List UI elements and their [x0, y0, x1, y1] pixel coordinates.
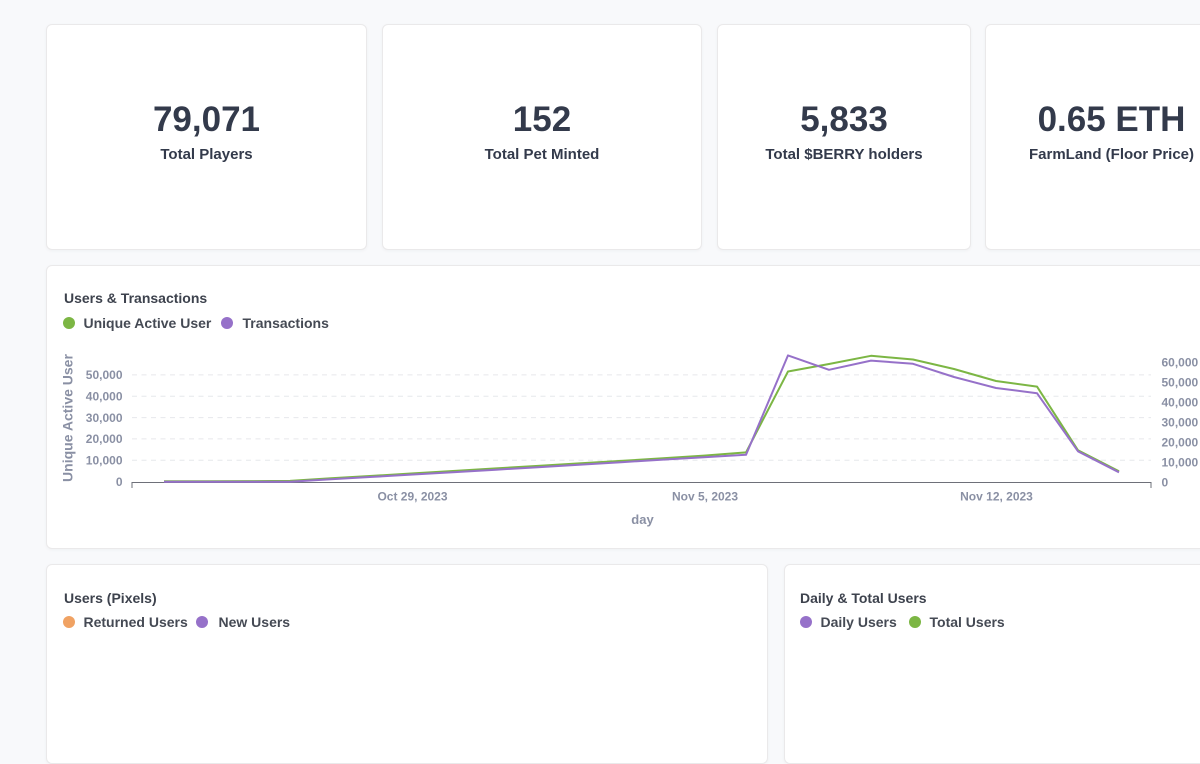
svg-text:Oct 29, 2023: Oct 29, 2023: [377, 490, 447, 504]
svg-text:Unique Active User: Unique Active User: [60, 354, 76, 482]
svg-text:60,000: 60,000: [1162, 356, 1199, 370]
svg-text:40,000: 40,000: [1162, 396, 1199, 410]
svg-text:10,000: 10,000: [86, 454, 123, 468]
svg-text:0: 0: [116, 475, 123, 489]
svg-text:day: day: [631, 512, 654, 527]
svg-text:30,000: 30,000: [1162, 416, 1199, 430]
svg-text:40,000: 40,000: [86, 390, 123, 404]
svg-text:50,000: 50,000: [86, 368, 123, 382]
svg-text:Nov 12, 2023: Nov 12, 2023: [960, 490, 1033, 504]
svg-text:20,000: 20,000: [86, 432, 123, 446]
svg-text:0: 0: [1162, 476, 1169, 490]
svg-text:10,000: 10,000: [1162, 456, 1199, 470]
svg-text:50,000: 50,000: [1162, 376, 1199, 390]
svg-text:30,000: 30,000: [86, 411, 123, 425]
svg-text:Nov 5, 2023: Nov 5, 2023: [672, 490, 738, 504]
svg-text:20,000: 20,000: [1162, 436, 1199, 450]
